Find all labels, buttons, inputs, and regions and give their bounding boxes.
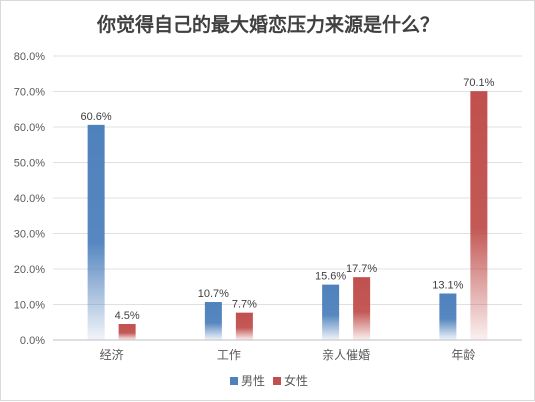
bars [87, 91, 488, 341]
y-tick-label: 10.0% [14, 300, 45, 312]
category-label: 经济 [100, 347, 124, 362]
legend-label-male: 男性 [241, 374, 265, 388]
y-tick-label: 70.0% [14, 87, 45, 99]
data-label: 15.6% [315, 271, 346, 283]
data-labels: 60.6% 4.5% 10.7%7.7% 15.6%17.7% 13.1% 70.1% [81, 77, 495, 322]
y-tick-label: 20.0% [14, 264, 45, 276]
y-tick-label: 80.0% [14, 51, 45, 63]
y-tick-label: 0.0% [20, 335, 45, 347]
y-axis-ticks: 0.0% 10.0% 20.0% 30.0% 40.0% 50.0% 60.0% 70.0% 8… [14, 51, 45, 347]
category-label: 亲人催婚 [322, 348, 370, 362]
bar-female [353, 277, 371, 340]
category-label: 年龄 [451, 348, 475, 362]
x-axis-categories: 经济 工作 亲人催婚 年龄 [100, 347, 476, 362]
bar-male [87, 124, 105, 341]
bar-female [235, 312, 253, 340]
bar-female [470, 91, 488, 341]
data-label: 7.7% [232, 299, 257, 311]
data-label: 4.5% [115, 310, 140, 322]
bar-female [118, 324, 136, 340]
data-label: 17.7% [346, 263, 377, 275]
bar-male [322, 284, 340, 340]
data-label: 70.1% [463, 77, 494, 89]
y-tick-label: 60.0% [14, 122, 45, 134]
data-label: 60.6% [81, 111, 112, 123]
y-tick-label: 50.0% [14, 158, 45, 170]
bar-male [204, 302, 222, 340]
chart-title: 你觉得自己的最大婚恋压力来源是什么？ [96, 13, 439, 36]
data-label: 10.7% [198, 288, 229, 300]
legend: 男性 女性 [230, 373, 308, 388]
data-label: 13.1% [432, 279, 463, 291]
y-tick-label: 40.0% [14, 193, 45, 205]
category-label: 工作 [217, 348, 241, 362]
y-tick-label: 30.0% [14, 229, 45, 241]
legend-swatch-female [273, 377, 281, 385]
bar-male [439, 293, 457, 340]
legend-swatch-male [230, 377, 238, 385]
legend-label-female: 女性 [284, 373, 308, 388]
gridlines [53, 55, 522, 305]
